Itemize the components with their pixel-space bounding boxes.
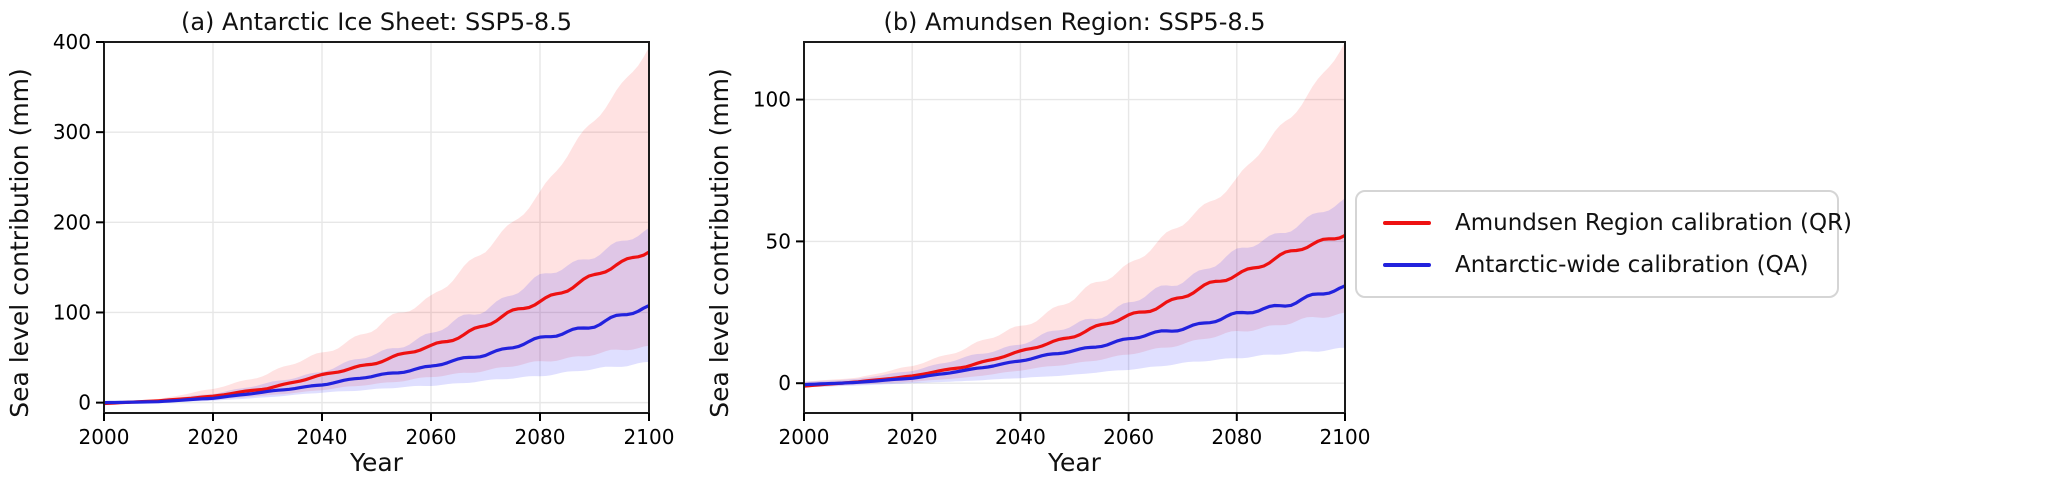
x-tick-label: 2040 <box>297 425 348 449</box>
legend-label-qa: Antarctic-wide calibration (QA) <box>1455 252 1809 278</box>
plot-a-x-axis-label: Year <box>350 448 403 477</box>
x-tick-label: 2020 <box>188 425 239 449</box>
plot-b-title: (b) Amundsen Region: SSP5-8.5 <box>883 8 1266 36</box>
band-qr <box>104 47 649 405</box>
legend-label-qr: Amundsen Region calibration (QR) <box>1455 210 1853 236</box>
x-tick-label: 2080 <box>1211 425 1262 449</box>
x-tick-label: 2000 <box>79 425 130 449</box>
axes-spines <box>803 41 1346 414</box>
x-tick-label: 2100 <box>1320 425 1371 449</box>
x-tick-label: 2000 <box>779 425 830 449</box>
band-qr <box>804 42 1345 388</box>
line-qa <box>804 284 1345 387</box>
line-qa <box>104 304 649 405</box>
y-tick-label: 300 <box>53 120 91 144</box>
plot-a-y-axis-label: Sea level contribution (mm) <box>5 68 34 418</box>
y-tick-label: 50 <box>766 229 791 253</box>
legend-entry-qr: Amundsen Region calibration (QR) <box>1383 202 1852 244</box>
plot-b-x-axis-label: Year <box>1048 448 1101 477</box>
axes-spines <box>103 41 650 414</box>
y-tick-label: 0 <box>78 391 91 415</box>
legend-red-line-swatch <box>1383 221 1431 225</box>
plot-b: 2000 2020 2040 2060 2080 2100 0 50 100 <box>753 41 1371 449</box>
legend-entry-qa: Antarctic-wide calibration (QA) <box>1383 244 1837 286</box>
y-tick-label: 0 <box>778 371 791 395</box>
y-tick-label: 100 <box>753 88 791 112</box>
band-qa <box>104 227 649 404</box>
x-tick-label: 2040 <box>995 425 1046 449</box>
y-tick-label: 100 <box>53 300 91 324</box>
legend-blue-line-swatch <box>1383 263 1431 267</box>
x-tick-label: 2060 <box>406 425 457 449</box>
x-tick-label: 2060 <box>1103 425 1154 449</box>
plot-b-y-axis-label: Sea level contribution (mm) <box>705 68 734 418</box>
plot-a: 2000 2020 2040 2060 2080 2100 0 100 200 300 400 <box>53 30 675 449</box>
x-tick-label: 2080 <box>515 425 566 449</box>
y-tick-label: 200 <box>53 210 91 234</box>
x-tick-label: 2100 <box>624 425 675 449</box>
legend-box: Amundsen Region calibration (QR) Antarct… <box>1355 190 1852 298</box>
y-tick-label: 400 <box>53 30 91 54</box>
plot-a-title: (a) Antarctic Ice Sheet: SSP5-8.5 <box>180 8 573 36</box>
band-qa <box>804 198 1345 388</box>
x-tick-label: 2020 <box>887 425 938 449</box>
